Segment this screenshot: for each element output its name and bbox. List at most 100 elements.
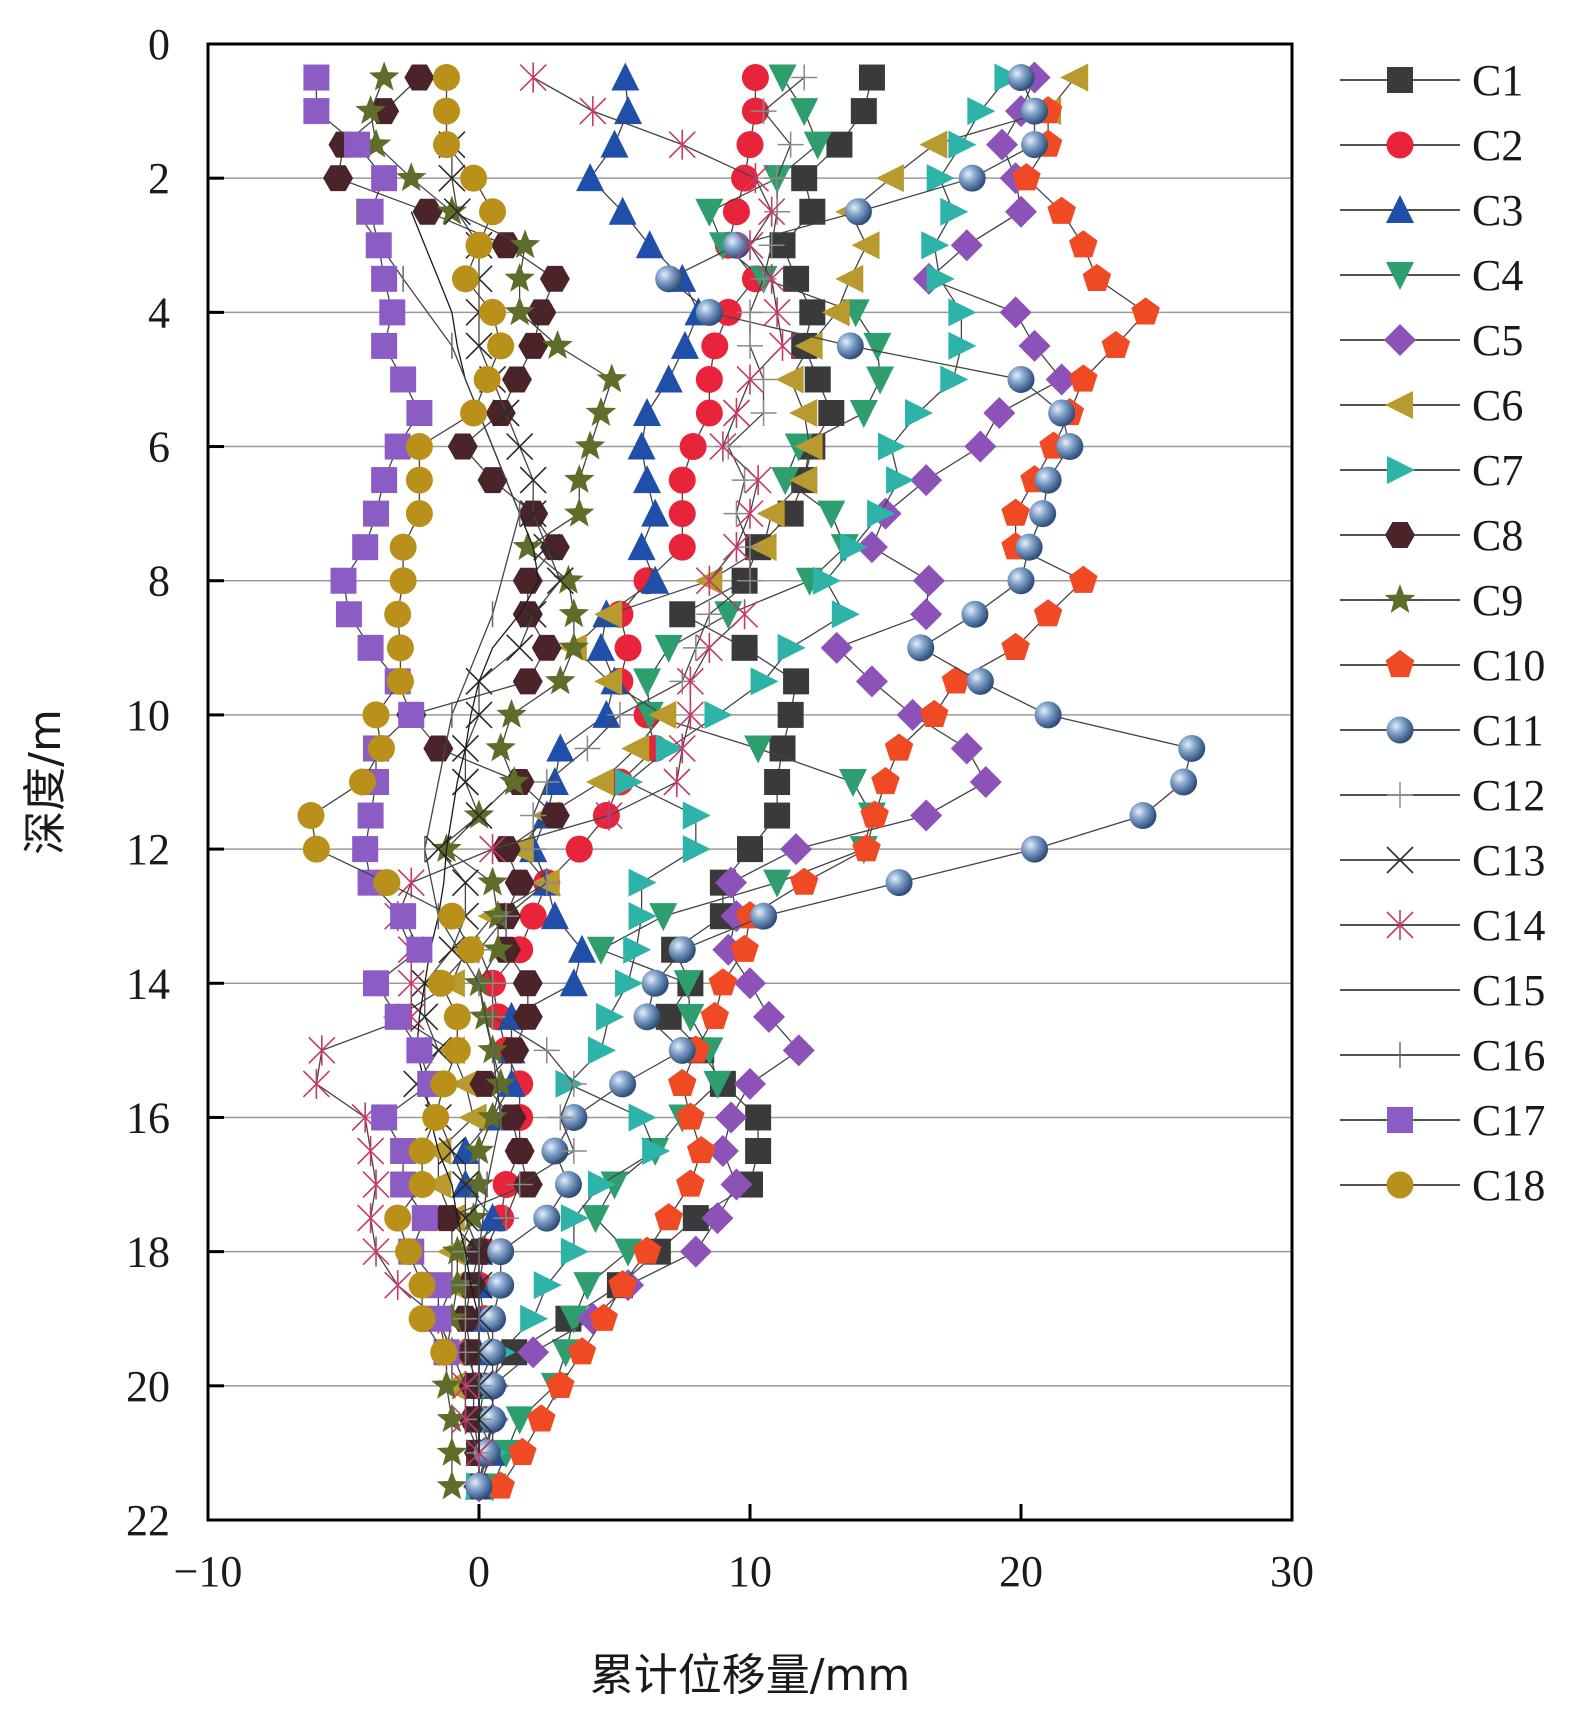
data-point-c5 xyxy=(855,665,888,698)
data-point-c11 xyxy=(1029,500,1057,528)
data-point-c1 xyxy=(804,366,831,393)
data-point-c10 xyxy=(1069,364,1098,392)
data-point-c12 xyxy=(560,1070,587,1097)
data-point-c14 xyxy=(736,498,764,529)
data-point-c9 xyxy=(553,564,584,594)
data-point-c7 xyxy=(704,700,733,729)
data-point-c2 xyxy=(668,466,696,494)
data-point-c6 xyxy=(789,466,818,495)
data-point-c18 xyxy=(297,802,325,830)
data-point-c8 xyxy=(539,802,570,829)
y-tick-label: 8 xyxy=(148,557,170,606)
data-point-c13 xyxy=(506,432,534,461)
data-point-c8 xyxy=(526,299,557,326)
y-tick-label: 12 xyxy=(126,825,170,874)
y-tick-label: 22 xyxy=(126,1496,170,1545)
data-point-c3 xyxy=(586,632,615,661)
data-point-c18 xyxy=(408,1305,436,1333)
data-point-c10 xyxy=(486,1471,515,1499)
data-point-c7 xyxy=(926,264,955,293)
data-point-c8 xyxy=(477,467,508,494)
data-point-c2 xyxy=(741,64,769,92)
data-point-c9 xyxy=(436,1470,468,1500)
data-point-c9 xyxy=(436,195,468,225)
legend-item-c16: C16 xyxy=(1340,1031,1545,1080)
data-point-c17 xyxy=(371,332,398,359)
data-point-c13 xyxy=(506,634,534,662)
data-point-c18 xyxy=(389,567,417,595)
data-point-c10 xyxy=(667,1068,697,1097)
data-point-c8 xyxy=(539,265,570,292)
data-point-c9 xyxy=(436,1403,468,1433)
data-point-c1 xyxy=(737,836,763,863)
data-point-c14 xyxy=(731,599,759,630)
data-point-c9 xyxy=(442,1235,473,1265)
data-point-c7 xyxy=(642,1137,671,1165)
data-point-c8 xyxy=(499,1037,530,1064)
data-point-c5 xyxy=(820,631,853,664)
legend-marker-c5 xyxy=(1384,324,1416,356)
data-point-c2 xyxy=(679,433,707,461)
y-tick-label: 16 xyxy=(126,1093,170,1142)
data-point-c10 xyxy=(860,800,889,828)
data-point-c1 xyxy=(850,98,877,125)
data-point-c14 xyxy=(709,431,737,462)
data-point-c7 xyxy=(628,902,657,931)
data-point-c11 xyxy=(533,1204,561,1232)
data-point-c7 xyxy=(750,667,779,696)
data-point-c2 xyxy=(695,399,723,427)
data-point-c14 xyxy=(668,733,696,764)
legend: C1 C2 C3 C4 C5 C6 C7 C8 C9 C10 C11 C12 C13 C14 C15 C16 C… xyxy=(1340,56,1545,1210)
data-point-c2 xyxy=(614,634,642,662)
data-point-c18 xyxy=(432,64,460,92)
data-point-c10 xyxy=(1047,196,1076,224)
data-point-c18 xyxy=(430,1338,458,1366)
data-point-c14 xyxy=(357,1203,385,1234)
legend-marker-c10 xyxy=(1385,650,1415,678)
data-point-c17 xyxy=(365,232,392,259)
data-point-c9 xyxy=(564,497,595,527)
data-point-c3 xyxy=(592,699,621,728)
data-point-c9 xyxy=(431,1369,462,1399)
data-point-c10 xyxy=(1101,330,1131,359)
series-line-c13 xyxy=(415,144,562,1453)
data-point-c17 xyxy=(335,601,362,628)
legend-label: C15 xyxy=(1472,966,1545,1015)
data-point-c5 xyxy=(983,397,1016,429)
data-point-c18 xyxy=(479,298,507,326)
data-point-c12 xyxy=(520,836,547,863)
data-point-c13 xyxy=(546,567,574,595)
data-point-c11 xyxy=(465,1472,493,1500)
data-point-c5 xyxy=(780,833,813,866)
data-point-c6 xyxy=(594,600,623,629)
data-point-c6 xyxy=(1060,63,1089,92)
data-point-c18 xyxy=(443,1003,471,1031)
data-point-c7 xyxy=(628,868,657,897)
data-point-c11 xyxy=(836,332,864,360)
legend-item-c1: C1 xyxy=(1340,56,1523,105)
legend-item-c15: C15 xyxy=(1340,966,1545,1015)
data-point-c1 xyxy=(669,601,696,628)
data-point-c7 xyxy=(967,97,996,126)
data-point-c1 xyxy=(745,1138,772,1164)
data-point-c12 xyxy=(560,1138,587,1164)
data-point-c7 xyxy=(560,1237,589,1266)
data-point-c7 xyxy=(839,533,868,562)
y-tick-labels: 0 2 4 6 8 10 12 14 16 18 20 22 xyxy=(126,20,170,1545)
data-point-c11 xyxy=(1007,64,1035,92)
data-point-c14 xyxy=(397,867,425,898)
data-point-c7 xyxy=(682,835,711,864)
data-point-c12 xyxy=(682,634,709,661)
data-point-c11 xyxy=(1170,768,1198,796)
y-tick-label: 6 xyxy=(148,423,170,472)
data-point-c7 xyxy=(812,566,841,595)
legend-item-c2: C2 xyxy=(1340,121,1523,170)
data-point-c7 xyxy=(886,466,915,495)
data-point-c9 xyxy=(485,732,516,762)
data-point-c8 xyxy=(491,836,522,863)
data-point-c5 xyxy=(912,564,945,597)
data-point-c8 xyxy=(469,1070,500,1097)
data-point-c11 xyxy=(966,667,994,695)
data-point-c9 xyxy=(504,262,535,292)
data-point-c12 xyxy=(606,701,633,728)
